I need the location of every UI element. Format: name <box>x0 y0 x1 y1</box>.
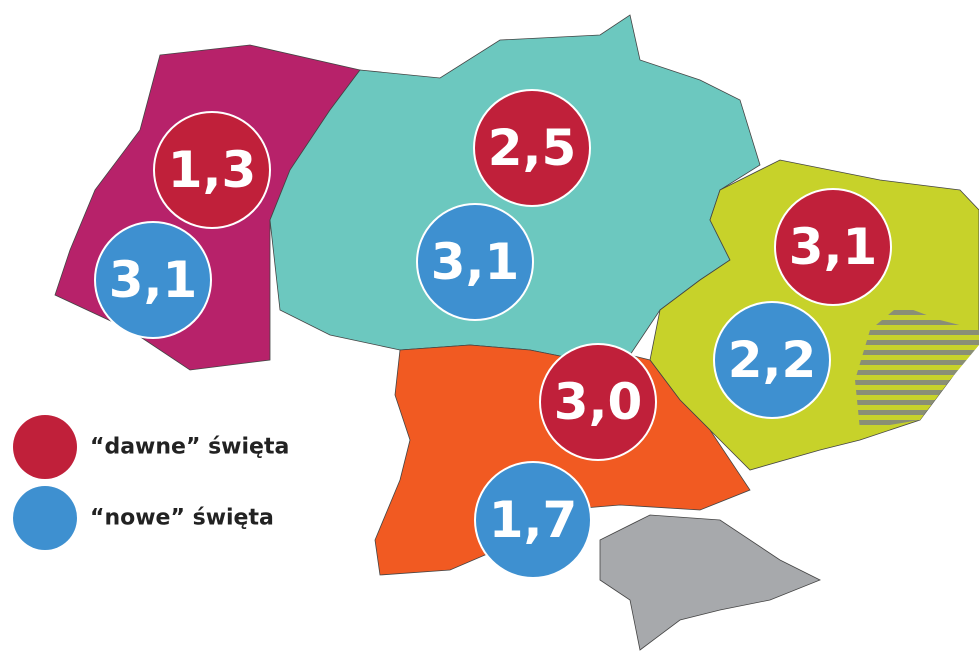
crimea <box>599 514 821 651</box>
old-value: 3,0 <box>554 373 643 431</box>
old-bubble <box>774 188 892 306</box>
bubbles <box>94 89 892 579</box>
new-value: 3,1 <box>431 233 520 291</box>
old-bubble <box>153 111 271 229</box>
new-bubble <box>713 301 831 419</box>
legend-label: “nowe” święta <box>90 506 274 531</box>
new-bubble <box>474 461 592 579</box>
new-value: 1,7 <box>489 491 578 549</box>
new-value: 2,2 <box>728 331 817 389</box>
new-bubble <box>94 221 212 339</box>
occupied-area <box>855 305 979 430</box>
legend-label: “dawne” święta <box>90 435 289 460</box>
old-value: 3,1 <box>789 218 878 276</box>
old-value: 1,3 <box>168 141 257 199</box>
old-bubble <box>473 89 591 207</box>
old-bubble <box>539 343 657 461</box>
new-value: 3,1 <box>109 251 198 309</box>
legend-swatch <box>13 415 77 479</box>
old-value: 2,5 <box>488 119 577 177</box>
new-bubble <box>416 203 534 321</box>
legend-swatch <box>13 486 77 550</box>
